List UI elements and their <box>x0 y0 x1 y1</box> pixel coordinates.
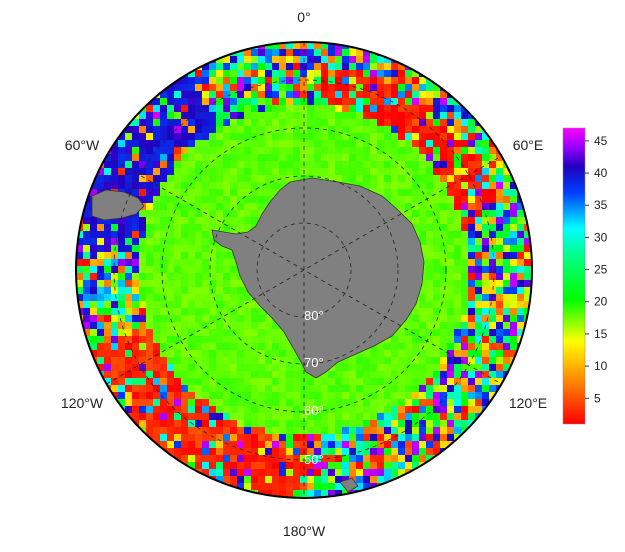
lat-label-70: 70° <box>304 355 324 370</box>
lon-label-120e: 120°E <box>509 395 547 411</box>
map-border <box>75 41 533 499</box>
colorbar-tick-label: 10 <box>594 359 608 373</box>
lat-label-50: 50° <box>304 452 324 467</box>
antarctica-land <box>211 177 425 379</box>
colorbar-tick-label: 15 <box>594 327 608 341</box>
colorbar-gradient <box>562 127 586 425</box>
lon-label-120w: 120°W <box>61 395 104 411</box>
colorbar: 5 10 15 20 25 30 35 40 45 <box>562 127 608 425</box>
colorbar-tick-label: 35 <box>594 198 608 212</box>
colorbar-tick-label: 30 <box>594 230 608 244</box>
lon-label-0: 0° <box>297 9 310 25</box>
colorbar-tick-label: 25 <box>594 263 608 277</box>
lon-label-60w: 60°W <box>65 137 100 153</box>
graticule <box>106 42 502 498</box>
colorbar-tick-label: 5 <box>594 391 601 405</box>
lat-circle-60 <box>161 127 447 413</box>
island-land <box>339 477 359 493</box>
colorbar-tick-label: 20 <box>594 295 608 309</box>
colorbar-tick-label: 40 <box>594 166 608 180</box>
lon-label-60e: 60°E <box>513 137 544 153</box>
colorbar-tick-label: 45 <box>594 134 608 148</box>
lat-label-60: 60° <box>304 403 324 418</box>
lon-label-180w: 180°W <box>283 523 326 539</box>
south-america-land <box>91 189 145 221</box>
lat-label-80: 80° <box>304 308 324 323</box>
